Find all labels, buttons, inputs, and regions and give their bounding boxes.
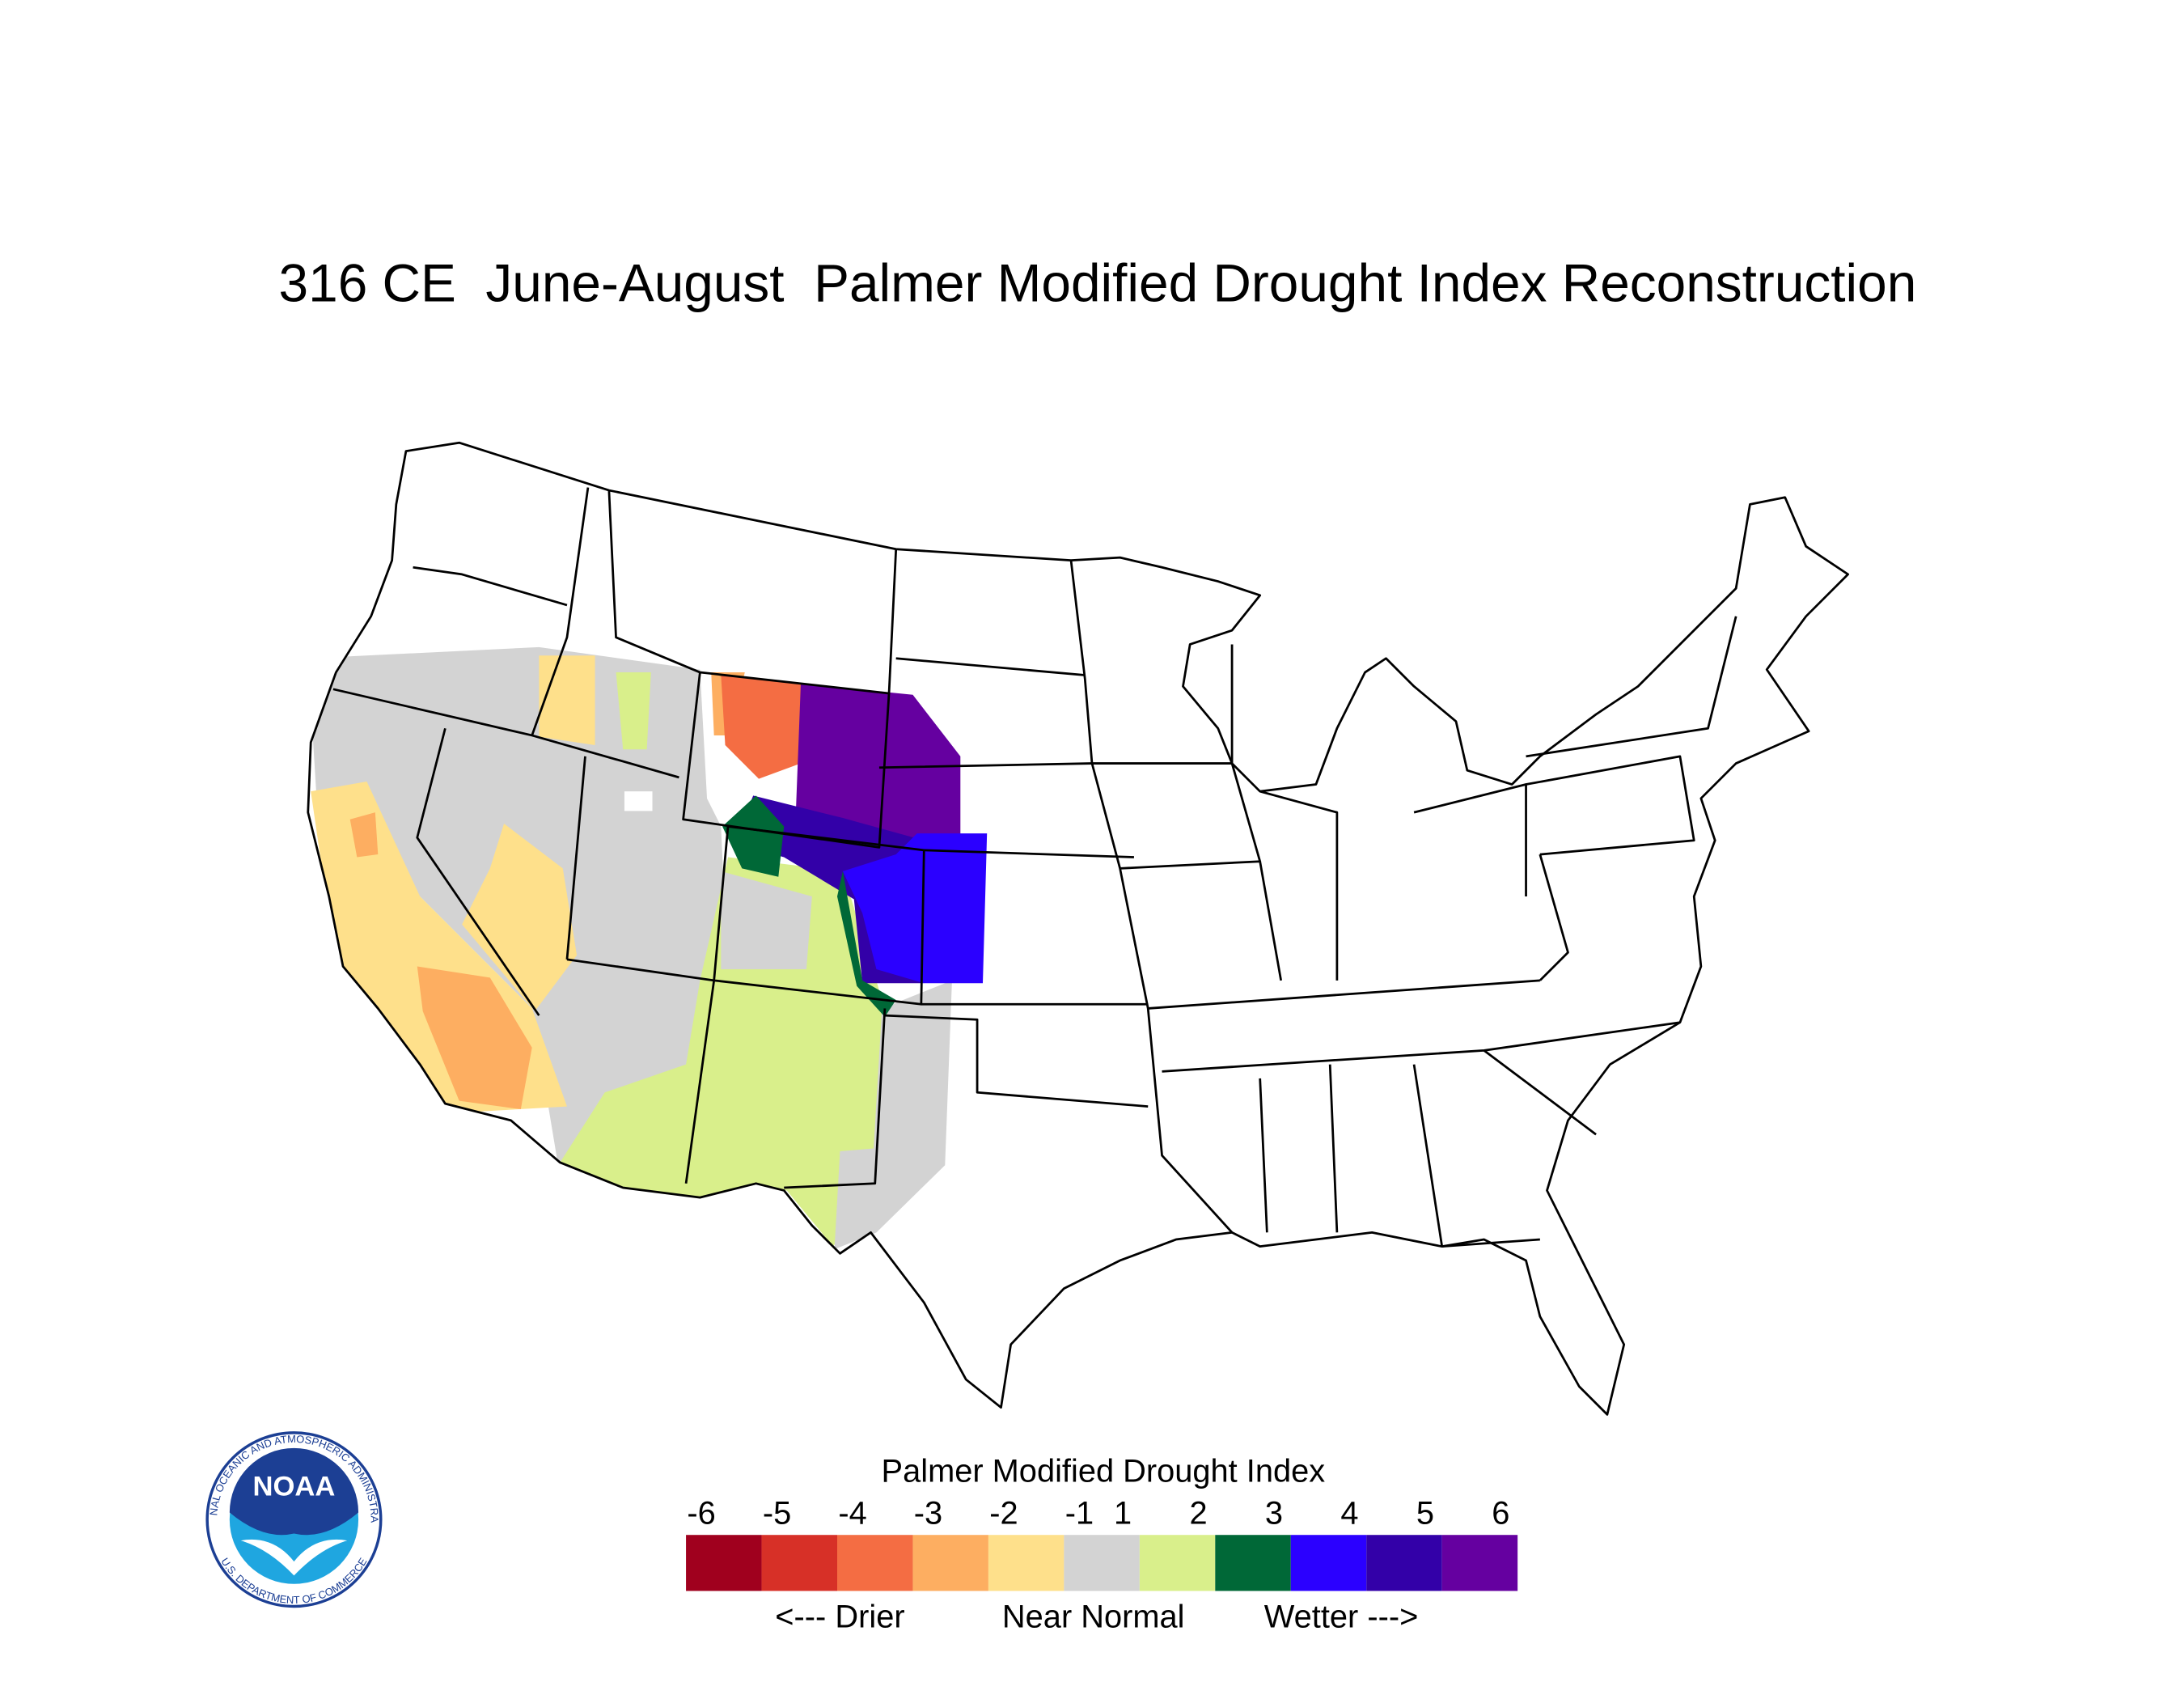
shaded-region: [417, 966, 532, 1110]
shaded-region: [462, 823, 578, 1011]
legend-tick-label: 2: [1189, 1495, 1207, 1531]
state-border: [1526, 755, 1695, 856]
legend-tick-label: -3: [914, 1495, 942, 1531]
state-border: [784, 1008, 887, 1189]
map-title: 316 CE June-August Palmer Modified Droug…: [279, 252, 1917, 312]
legend-swatch: [761, 1535, 837, 1591]
legend-swatch: [1215, 1535, 1291, 1591]
state-border: [1483, 1049, 1597, 1136]
legend: -6 -5 -4 -3 -2 -1 1 2 3 4 5 6 <--- Drier Near Normal W…: [686, 1495, 1518, 1634]
legend-swatch: [837, 1535, 913, 1591]
legend-swatch: [1064, 1535, 1140, 1591]
state-border: [1259, 1078, 1268, 1233]
state-border: [413, 566, 568, 607]
state-border: [1539, 854, 1569, 981]
state-border: [1412, 1064, 1444, 1247]
state-borders: [332, 487, 1737, 1248]
state-border: [1328, 1064, 1339, 1233]
shaded-region: [834, 980, 952, 1250]
legend-swatch: [1441, 1535, 1518, 1591]
state-border: [1526, 616, 1737, 758]
state-border: [682, 671, 891, 849]
state-border: [1120, 763, 1262, 870]
logo-text: NOAA: [253, 1472, 336, 1502]
state-border: [1069, 560, 1094, 764]
legend-tick-label: 6: [1492, 1495, 1509, 1531]
logo-top: [229, 1447, 359, 1536]
shaded-region: [842, 833, 988, 984]
state-border: [895, 657, 1086, 676]
drought-shading: [307, 646, 988, 1250]
state-border: [1413, 783, 1527, 896]
legend-tick-label: -1: [1065, 1495, 1094, 1531]
state-border: [566, 958, 716, 1184]
shaded-region: [721, 675, 806, 779]
shaded-region: [837, 871, 896, 1017]
state-border: [1441, 1238, 1540, 1248]
legend-swatch: [1290, 1535, 1367, 1591]
shaded-region: [721, 871, 812, 969]
shaded-region: [722, 795, 785, 877]
legend-tick-label: 3: [1265, 1495, 1283, 1531]
logo-gull: [240, 1539, 348, 1576]
legend-swatch: [686, 1535, 762, 1591]
state-border: [1162, 1021, 1681, 1073]
state-border: [607, 489, 700, 674]
legend-swatch: [912, 1535, 988, 1591]
shaded-region: [349, 812, 379, 858]
state-border: [1090, 763, 1234, 1234]
legend-tick-label: 1: [1114, 1495, 1132, 1531]
state-border: [887, 549, 898, 694]
legend-caption: Wetter --->: [1264, 1599, 1419, 1634]
state-border: [416, 727, 540, 1016]
legend-caption: <--- Drier: [775, 1599, 904, 1634]
state-border: [531, 487, 590, 736]
legend-tick-label: -4: [838, 1495, 866, 1531]
legend-caption: Near Normal: [1002, 1599, 1185, 1634]
legend-tick-label: -5: [763, 1495, 791, 1531]
state-border: [1148, 979, 1540, 1010]
legend-tick-label: -6: [687, 1495, 715, 1531]
state-border: [884, 1014, 1149, 1108]
shaded-region: [539, 655, 595, 746]
legend-swatch: [988, 1535, 1064, 1591]
state-border: [332, 688, 679, 779]
shaded-region: [624, 791, 653, 811]
legend-swatch: [1366, 1535, 1442, 1591]
state-border: [1259, 861, 1283, 981]
state-border: [924, 849, 1134, 858]
legend-title: Palmer Modified Drought Index: [882, 1453, 1326, 1489]
legend-tick-label: -2: [989, 1495, 1018, 1531]
legend-tick-label: 5: [1416, 1495, 1434, 1531]
state-border: [565, 756, 586, 960]
legend-swatch: [1139, 1535, 1216, 1591]
shaded-region: [795, 683, 961, 844]
legend-tick-label: 4: [1340, 1495, 1358, 1531]
state-border: [1259, 790, 1339, 981]
shaded-region: [616, 672, 651, 750]
